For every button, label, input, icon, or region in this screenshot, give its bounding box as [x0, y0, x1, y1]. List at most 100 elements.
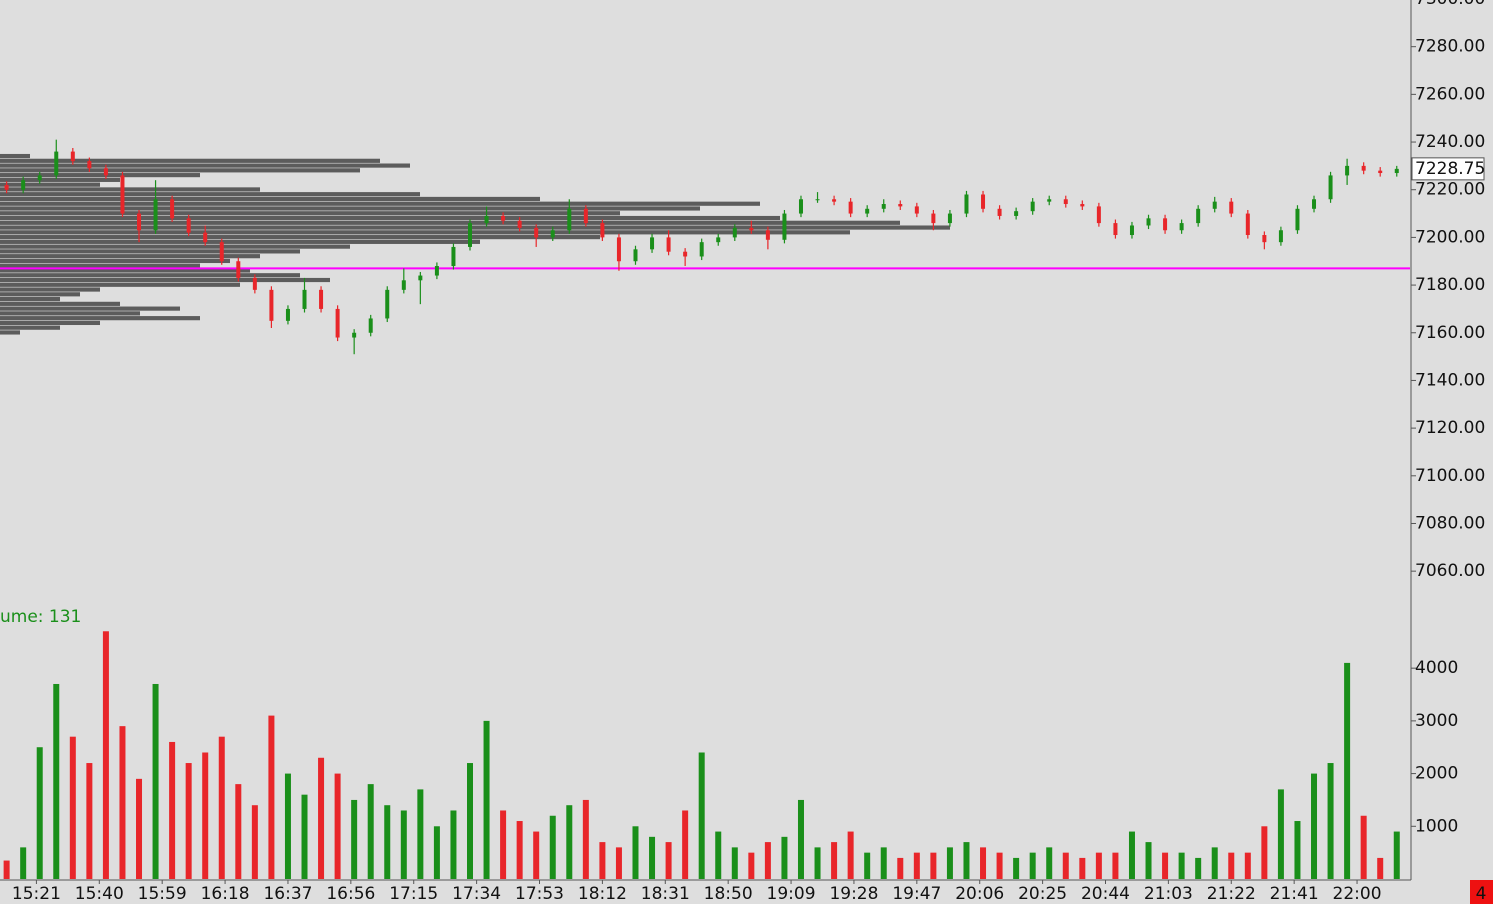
x-tick-label: 18:12 [578, 884, 627, 904]
last-price: 7228.75 [1415, 159, 1485, 179]
volume-bar [202, 752, 209, 879]
volume-bar [1029, 852, 1036, 879]
volume-bar [36, 747, 43, 879]
profile-bar [0, 192, 420, 197]
profile-bar [0, 230, 850, 235]
candle-body [269, 289, 274, 321]
candle-body [1129, 225, 1134, 236]
volume-bar [847, 831, 854, 879]
volume-bar [235, 784, 242, 879]
volume-bar [1393, 831, 1400, 879]
volume-bar [615, 847, 622, 879]
candle-body [1080, 204, 1085, 207]
candle-body [749, 227, 754, 231]
x-tick-label: 15:40 [75, 884, 124, 904]
x-tick-label: 22:00 [1333, 884, 1382, 904]
volume-bar [102, 631, 109, 879]
candle-body [666, 237, 671, 252]
x-tick-label: 21:22 [1207, 884, 1256, 904]
candle-body [898, 204, 903, 207]
x-tick-label: 16:18 [201, 884, 250, 904]
y-tick-label: 7140.00 [1415, 370, 1485, 390]
profile-bar [0, 292, 80, 297]
y-tick-label: 7240.00 [1415, 132, 1485, 152]
candle-body [401, 280, 406, 290]
volume-bar [731, 847, 738, 879]
volume-bar [334, 773, 341, 879]
volume-bar [1095, 852, 1102, 879]
volume-bar [566, 805, 573, 879]
volume-bar [649, 836, 656, 879]
x-tick-label: 17:15 [389, 884, 438, 904]
volume-bar [864, 852, 871, 879]
candle-body [1146, 218, 1151, 226]
profile-bar [0, 273, 300, 278]
volume-bar [1162, 852, 1169, 879]
volume-bar [169, 741, 176, 879]
candle-body [319, 289, 324, 309]
profile-bar [0, 268, 250, 273]
candle-body [1245, 213, 1250, 236]
candle-body [782, 213, 787, 240]
volume-bar [433, 826, 440, 879]
profile-bar [0, 215, 780, 221]
candle-body [716, 237, 721, 243]
x-tick-label: 19:47 [892, 884, 941, 904]
profile-bar [0, 320, 100, 326]
volume-bar [119, 726, 126, 879]
candle-body [1295, 208, 1300, 231]
x-tick-label: 18:50 [704, 884, 753, 904]
candle-body [21, 180, 26, 190]
candle-body [1014, 211, 1019, 216]
candle-body [219, 242, 224, 262]
volume-bar [831, 842, 838, 879]
candle-body [848, 201, 853, 214]
volume-bar [549, 815, 556, 879]
profile-bar [0, 153, 30, 159]
volume-bar [1128, 831, 1135, 879]
y-tick-label: 7180.00 [1415, 275, 1485, 295]
candle-body [252, 277, 257, 290]
x-tick-label: 15:21 [12, 884, 61, 904]
volume-bar [417, 789, 424, 879]
volume-bar [880, 847, 887, 879]
volume-bar [599, 842, 606, 879]
y-tick-label: 7260.00 [1415, 84, 1485, 104]
candle-body [335, 308, 340, 338]
candle-body [1179, 223, 1184, 231]
x-tick-label: 19:28 [829, 884, 878, 904]
candle-body [54, 151, 59, 176]
volume-bar [251, 805, 258, 879]
volume-bar [582, 799, 589, 879]
candle-body [699, 242, 704, 257]
profile-bar [0, 306, 180, 311]
x-tick-label: 16:56 [326, 884, 375, 904]
x-tick-label: 21:41 [1270, 884, 1319, 904]
candle-body [418, 275, 423, 281]
candle-body [881, 204, 886, 209]
y-tick-label: 2000 [1415, 764, 1458, 784]
profile-bar [0, 177, 120, 182]
volume-bar [467, 763, 473, 879]
volume-bar [218, 736, 225, 879]
candle-body [981, 194, 986, 209]
candle-body [583, 208, 588, 224]
candle-body [600, 223, 605, 238]
candle-body [732, 227, 737, 238]
profile-bar [0, 225, 950, 230]
profile-bar [0, 258, 230, 264]
x-tick-label: 21:03 [1144, 884, 1193, 904]
volume-bar [1327, 763, 1334, 879]
volume-bar [715, 831, 722, 879]
profile-bar [0, 158, 380, 163]
volume-bar [1244, 852, 1251, 879]
candle-body [37, 175, 42, 181]
volume-bar [764, 842, 771, 879]
volume-bar [748, 852, 755, 879]
profile-bar [0, 211, 620, 216]
candle-body [1113, 223, 1118, 236]
profile-bar [0, 249, 300, 254]
profile-bar [0, 287, 100, 292]
candle-body [1312, 199, 1317, 209]
